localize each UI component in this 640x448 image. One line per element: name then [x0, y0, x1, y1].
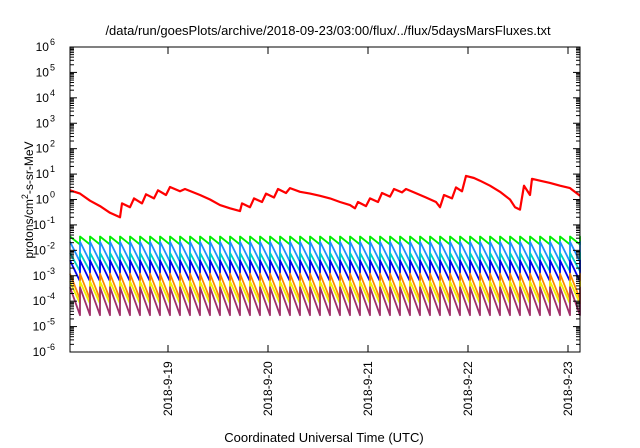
y-tick-exp: -1: [47, 215, 55, 225]
x-axis-label: Coordinated Universal Time (UTC): [224, 430, 423, 445]
y-tick-base: 10: [33, 345, 47, 359]
x-tick-label: 2018-9-19: [161, 361, 175, 416]
y-tick-exp: 2: [50, 139, 55, 149]
x-tick-label: 2018-9-22: [461, 361, 475, 416]
y-tick-exp: -2: [47, 240, 55, 250]
x-tick-label: 2018-9-21: [361, 361, 375, 416]
y-tick-exp: 6: [50, 37, 55, 47]
y-tick-label: 104: [36, 88, 55, 105]
y-tick-exp: -6: [47, 342, 55, 352]
series-group: [69, 174, 581, 317]
y-tick-exp: 5: [50, 62, 55, 72]
y-axis-label-sup: 2: [20, 194, 30, 199]
y-tick-label: 10-6: [33, 342, 55, 359]
y-tick-base: 10: [36, 167, 50, 181]
y-tick-base: 10: [33, 294, 47, 308]
y-tick-base: 10: [33, 269, 47, 283]
y-tick-base: 10: [36, 91, 50, 105]
y-tick-label: 100: [36, 190, 55, 207]
y-tick-base: 10: [33, 243, 47, 257]
y-axis-label: protons/cm2-s-sr-MeV: [20, 141, 36, 258]
y-tick-base: 10: [36, 193, 50, 207]
y-tick-base: 10: [36, 142, 50, 156]
y-tick-base: 10: [36, 65, 50, 79]
y-axis-label-base: protons/cm: [22, 199, 36, 258]
y-tick-exp: -3: [47, 266, 55, 276]
x-tick-label: 2018-9-20: [261, 361, 275, 416]
y-tick-base: 10: [33, 218, 47, 232]
series-line-8: [69, 286, 581, 317]
y-tick-base: 10: [36, 40, 50, 54]
series-line-2: [69, 235, 581, 246]
y-tick-exp: 4: [50, 88, 55, 98]
y-tick-base: 10: [36, 116, 50, 130]
y-tick-label: 105: [36, 62, 55, 79]
y-tick-exp: 1: [50, 164, 55, 174]
chart-title: /data/run/goesPlots/archive/2018-09-23/0…: [105, 23, 551, 38]
y-tick-label: 102: [36, 139, 55, 156]
x-axis: 2018-9-19 2018-9-20 2018-9-21 2018-9-22 2018…: [161, 47, 575, 416]
y-tick-label: 10-3: [33, 266, 55, 283]
y-tick-label: 10-1: [33, 215, 55, 232]
y-tick-exp: -5: [47, 317, 55, 327]
y-axis-label-rest: -s-sr-MeV: [22, 141, 36, 194]
y-tick-exp: 3: [50, 113, 55, 123]
y-tick-label: 10-4: [33, 291, 55, 308]
x-tick-label: 2018-9-23: [561, 361, 575, 416]
y-tick-label: 10-2: [33, 240, 55, 257]
series-line-1: [69, 174, 581, 219]
y-tick-exp: 0: [50, 190, 55, 200]
y-axis: 10-610-510-410-310-210-11001011021031041…: [33, 37, 580, 359]
y-tick-base: 10: [33, 320, 47, 334]
y-tick-exp: -4: [47, 291, 55, 301]
y-tick-label: 103: [36, 113, 55, 130]
y-tick-label: 10-5: [33, 317, 55, 334]
y-tick-label: 101: [36, 164, 55, 181]
y-tick-label: 106: [36, 37, 55, 54]
